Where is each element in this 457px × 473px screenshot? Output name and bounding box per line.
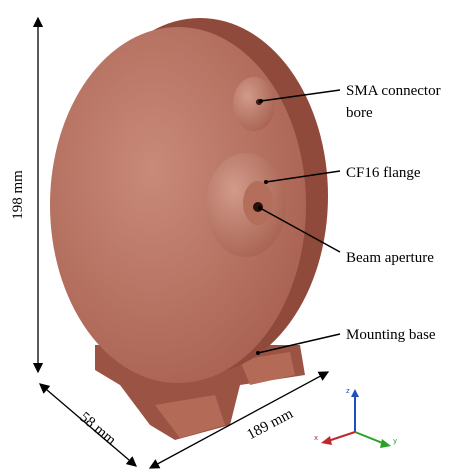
axis-label: y — [393, 437, 397, 445]
callout-label: Beam aperture — [346, 250, 434, 266]
dim-label: 58 mm — [76, 409, 119, 449]
axis-triad — [321, 389, 391, 448]
sma-boss — [233, 77, 275, 131]
dim-label: 198 mm — [10, 170, 26, 220]
callout-label: bore — [346, 105, 373, 121]
callout-label: Mounting base — [346, 327, 436, 343]
dim-label: 189 mm — [244, 406, 296, 444]
cavity — [50, 18, 328, 440]
callout-label: CF16 flange — [346, 165, 421, 181]
figure: 198 mm 58 mm 189 mm SMA connector bore C… — [0, 0, 457, 473]
axis-label: x — [314, 434, 318, 442]
axis-label: z — [346, 387, 350, 395]
callout-label: SMA connector — [346, 83, 441, 99]
